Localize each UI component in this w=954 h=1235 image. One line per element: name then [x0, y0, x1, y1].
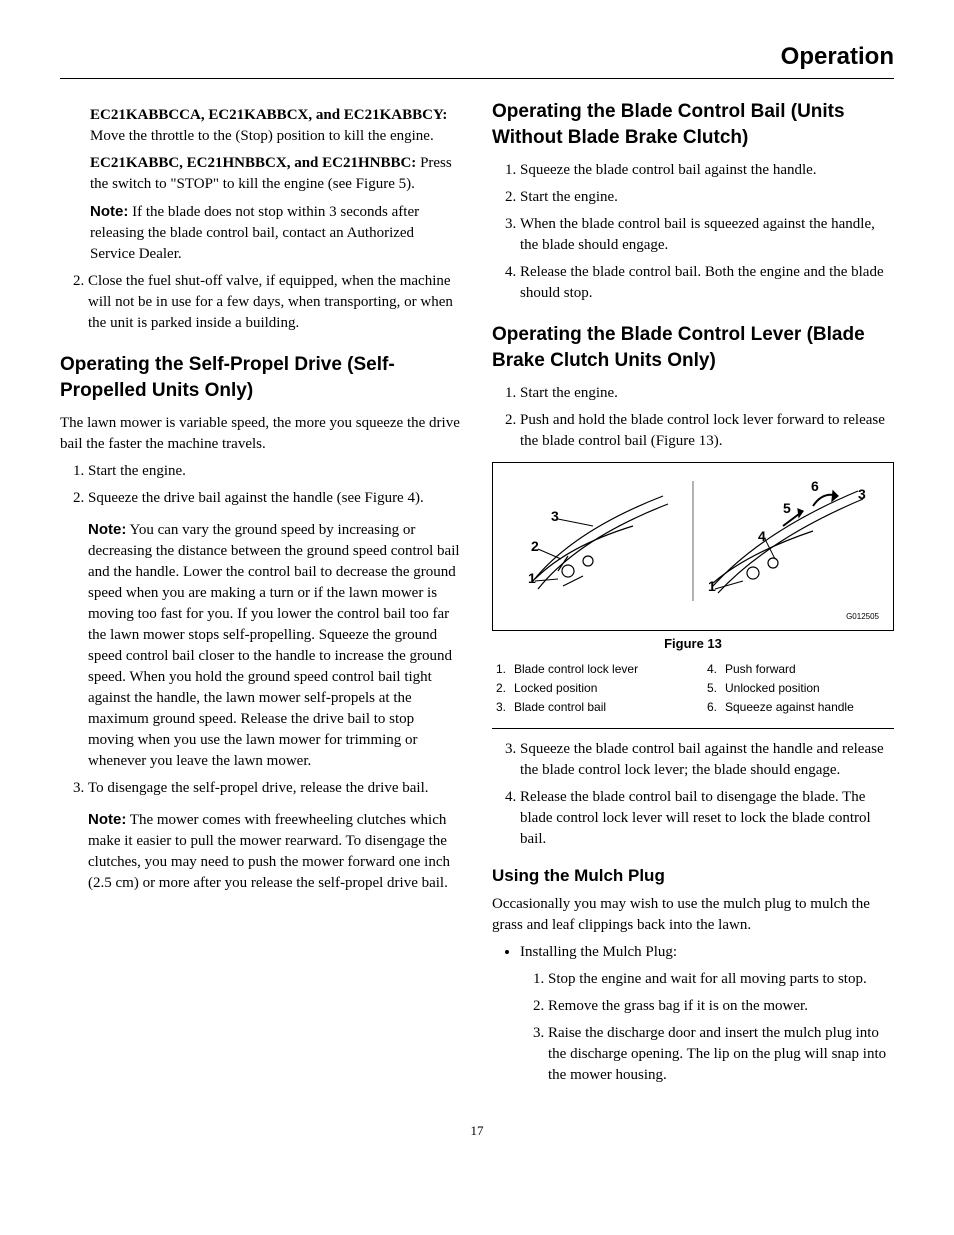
bail-step-3: When the blade control bail is squeezed …: [520, 214, 894, 256]
sp-note-3: Note: The mower comes with freewheeling …: [88, 809, 462, 894]
blade-lever-list-cont: Squeeze the blade control bail against t…: [492, 739, 894, 850]
bail-step-1: Squeeze the blade control bail against t…: [520, 160, 894, 181]
self-propel-intro: The lawn mower is variable speed, the mo…: [60, 413, 462, 455]
figure-code: G012505: [501, 611, 885, 622]
sp-note3-label: Note:: [88, 811, 126, 828]
lever-step-2: Push and hold the blade control lock lev…: [520, 410, 894, 452]
models-1-bold: EC21KABBCCA, EC21KABBCX, and EC21KABBCY:: [90, 107, 447, 123]
note-1-text: If the blade does not stop within 3 seco…: [90, 204, 419, 262]
mulch-sub-2: Remove the grass bag if it is on the mow…: [548, 996, 894, 1017]
lever-step-1: Start the engine.: [520, 383, 894, 404]
mulch-install-item: Installing the Mulch Plug: Stop the engi…: [520, 942, 894, 1086]
blade-lever-list: Start the engine. Push and hold the blad…: [492, 383, 894, 452]
mulch-intro: Occasionally you may wish to use the mul…: [492, 894, 894, 936]
page-header: Operation: [60, 40, 894, 79]
figure-13-legend: 1.Blade control lock lever 2.Locked posi…: [492, 659, 894, 717]
sp-note-2: Note: You can vary the ground speed by i…: [88, 519, 462, 772]
figure-13-caption: Figure 13: [492, 635, 894, 653]
svg-text:6: 6: [811, 478, 819, 494]
left-column: EC21KABBCCA, EC21KABBCX, and EC21KABBCY:…: [60, 99, 462, 1092]
svg-text:1: 1: [708, 578, 716, 594]
svg-text:3: 3: [858, 486, 866, 502]
figure-13-svg: 3 2 1: [501, 471, 885, 611]
sp-note3-text: The mower comes with freewheeling clutch…: [88, 812, 450, 891]
lever-step-4: Release the blade control bail to diseng…: [520, 787, 894, 850]
content-columns: EC21KABBCCA, EC21KABBCX, and EC21KABBCY:…: [60, 99, 894, 1092]
legend-divider: [492, 728, 894, 729]
blade-bail-list: Squeeze the blade control bail against t…: [492, 160, 894, 304]
sp-step-2: Squeeze the drive bail against the handl…: [88, 488, 462, 772]
svg-text:2: 2: [531, 538, 539, 554]
mulch-sub-3: Raise the discharge door and insert the …: [548, 1023, 894, 1086]
sp-step-1: Start the engine.: [88, 461, 462, 482]
self-propel-list: Start the engine. Squeeze the drive bail…: [60, 461, 462, 894]
right-column: Operating the Blade Control Bail (Units …: [492, 99, 894, 1092]
note-1: Note: If the blade does not stop within …: [90, 201, 462, 265]
heading-self-propel: Operating the Self-Propel Drive (Self-Pr…: [60, 352, 462, 405]
heading-mulch-plug: Using the Mulch Plug: [492, 864, 894, 888]
models-para-2: EC21KABBC, EC21HNBBCX, and EC21HNBBC: Pr…: [90, 153, 462, 195]
mulch-sub-list: Stop the engine and wait for all moving …: [520, 969, 894, 1086]
bail-step-4: Release the blade control bail. Both the…: [520, 262, 894, 304]
figure-13: 3 2 1: [492, 462, 894, 631]
heading-blade-bail: Operating the Blade Control Bail (Units …: [492, 99, 894, 152]
sp-step-3: To disengage the self-propel drive, rele…: [88, 778, 462, 894]
models-1-rest: Move the throttle to the (Stop) position…: [90, 128, 434, 144]
lever-step-3: Squeeze the blade control bail against t…: [520, 739, 894, 781]
bail-step-2: Start the engine.: [520, 187, 894, 208]
svg-text:3: 3: [551, 508, 559, 524]
mulch-bullet-list: Installing the Mulch Plug: Stop the engi…: [492, 942, 894, 1086]
sp-note2-label: Note:: [88, 521, 126, 538]
stop-engine-list: Close the fuel shut-off valve, if equipp…: [60, 271, 462, 334]
stop-step-2: Close the fuel shut-off valve, if equipp…: [88, 271, 462, 334]
svg-text:4: 4: [758, 528, 766, 544]
heading-blade-lever: Operating the Blade Control Lever (Blade…: [492, 322, 894, 375]
mulch-sub-1: Stop the engine and wait for all moving …: [548, 969, 894, 990]
svg-text:1: 1: [528, 570, 536, 586]
page-number: 17: [60, 1122, 894, 1140]
svg-text:5: 5: [783, 500, 791, 516]
models-para-1: EC21KABBCCA, EC21KABBCX, and EC21KABBCY:…: [90, 105, 462, 147]
note-1-label: Note:: [90, 203, 128, 220]
models-2-bold: EC21KABBC, EC21HNBBCX, and EC21HNBBC:: [90, 155, 416, 171]
sp-note2-text: You can vary the ground speed by increas…: [88, 522, 460, 769]
